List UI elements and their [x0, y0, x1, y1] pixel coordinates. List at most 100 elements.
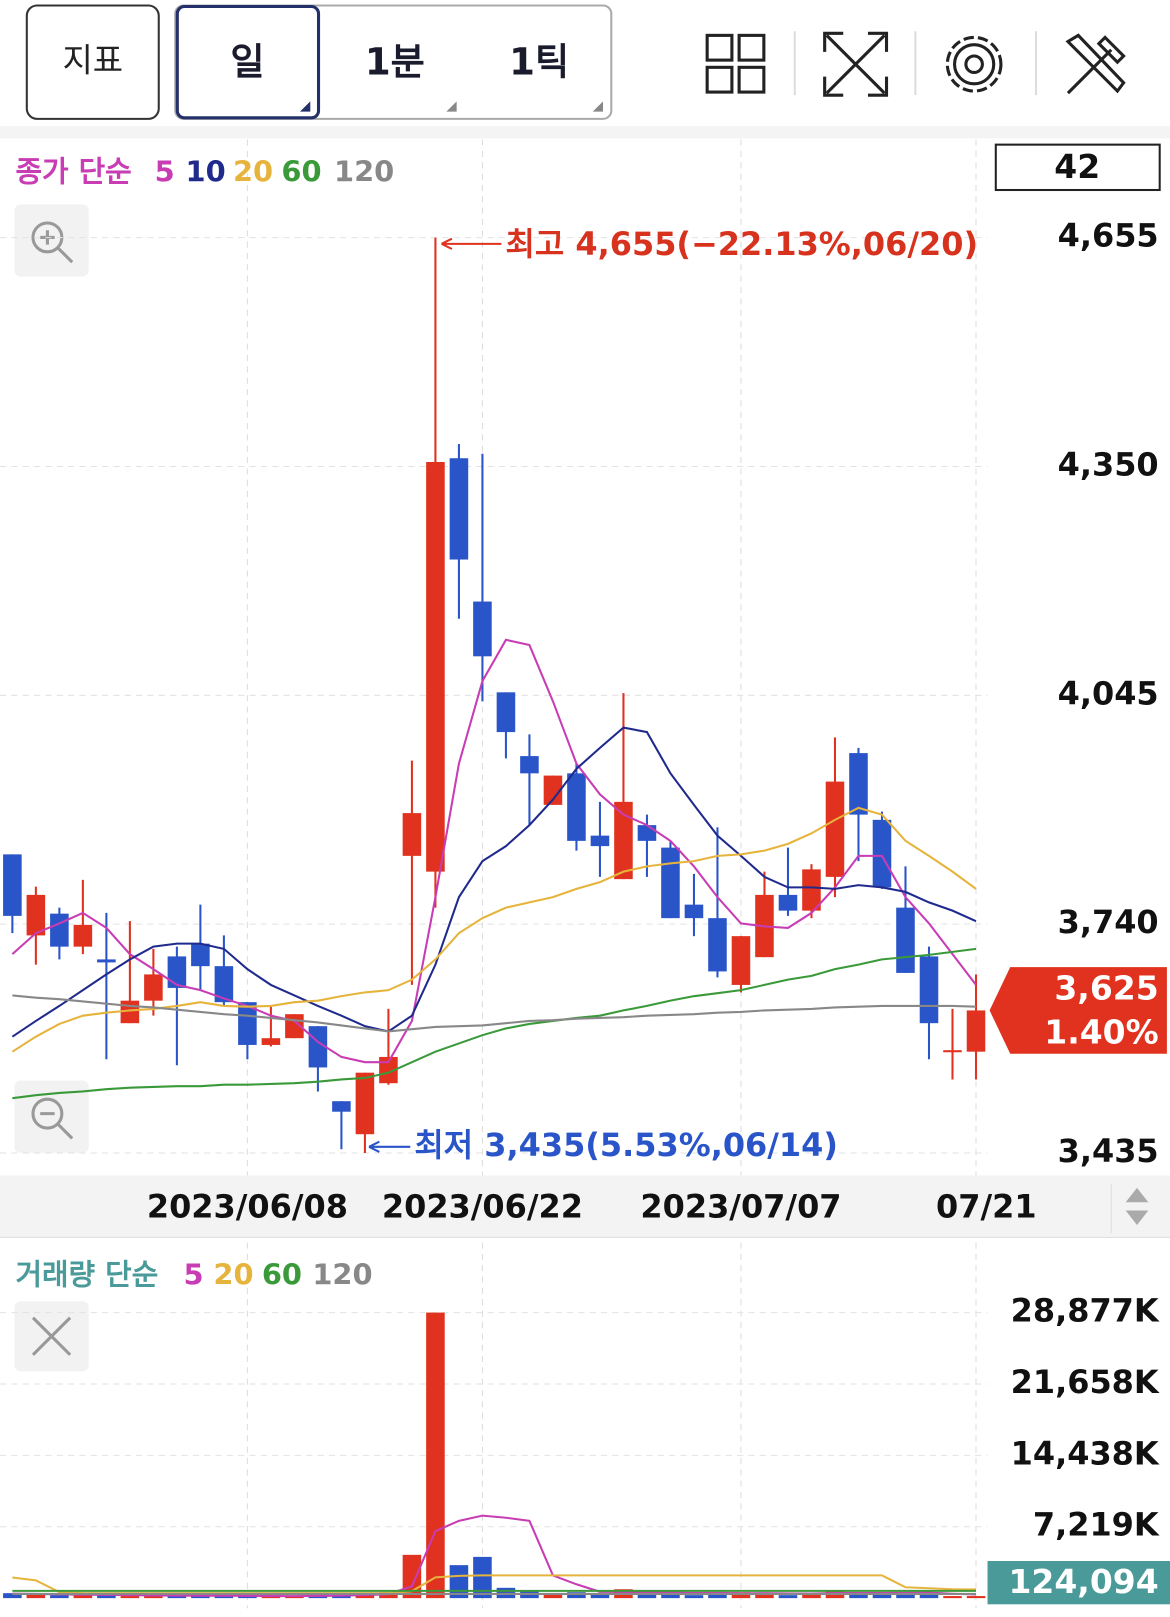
volume-bar — [214, 1596, 234, 1599]
y-tick-label: 4,045 — [1058, 674, 1159, 712]
volume-bar — [943, 1596, 962, 1599]
y-tick-label: 3,740 — [1058, 903, 1159, 941]
volume-bar — [896, 1594, 915, 1599]
candle-body — [966, 1010, 986, 1052]
volume-bar — [191, 1595, 210, 1599]
high-annotation: 최고 4,655(−22.13%,06/20) — [506, 225, 979, 263]
indicator-label: 지표 — [62, 41, 123, 80]
ma-line — [12, 947, 977, 1100]
volume-bar — [755, 1593, 774, 1599]
candle-body — [661, 847, 680, 919]
period-label[interactable]: 1분 — [365, 41, 425, 84]
legend-entry: 20 — [233, 155, 273, 189]
layout-icon[interactable] — [705, 33, 766, 94]
high-arrow — [441, 237, 502, 250]
volume-bar — [590, 1594, 610, 1599]
candle-body — [3, 854, 22, 916]
volume-badge — [987, 1561, 1170, 1605]
count-box — [994, 143, 1161, 192]
volume-bar — [778, 1595, 798, 1599]
volume-bar — [872, 1593, 892, 1599]
ma-line — [12, 994, 977, 1033]
candle-body — [214, 966, 234, 1003]
candle-body — [543, 775, 563, 805]
candle-body — [426, 461, 445, 872]
volume-bar — [144, 1595, 163, 1599]
candle-body — [614, 801, 633, 880]
volume-bar — [26, 1594, 46, 1599]
candle-body — [731, 936, 751, 985]
x-tick-label: 2023/06/08 — [147, 1187, 348, 1225]
volume-bar — [919, 1593, 939, 1599]
volume-bar — [3, 1593, 22, 1599]
candle-body — [778, 894, 798, 911]
volume-bar — [966, 1596, 986, 1599]
y-tick-label: 4,655 — [1058, 217, 1159, 255]
candle-body — [802, 869, 821, 911]
candle-body — [473, 601, 492, 657]
legend-entry: 120 — [334, 155, 394, 189]
period-label[interactable]: 1틱 — [509, 41, 569, 84]
count-label: 42 — [1054, 147, 1100, 186]
settings-icon[interactable] — [945, 35, 1003, 93]
volume-bar — [120, 1596, 140, 1599]
separator — [0, 126, 1170, 139]
zoom-out-button[interactable] — [14, 1080, 89, 1153]
x-tick-label: 2023/07/07 — [640, 1187, 841, 1225]
candle-body — [261, 1038, 281, 1045]
volume-bar — [50, 1595, 69, 1599]
volume-bar — [849, 1592, 868, 1599]
period-selected[interactable] — [175, 4, 321, 120]
legend-entry: 5 — [183, 1258, 203, 1292]
x-axis-band — [0, 1175, 1170, 1238]
price-badge — [989, 967, 1167, 1054]
legend-entry: 20 — [213, 1258, 253, 1292]
x-tick-label: 2023/06/22 — [382, 1187, 583, 1225]
legend-entry: 5 — [155, 155, 175, 189]
y-tick-label: 28,877K — [1011, 1292, 1160, 1330]
volume-bar — [567, 1592, 586, 1599]
change-label: 1.40% — [1044, 1013, 1158, 1052]
candle-body — [496, 692, 516, 733]
legend-entry: 60 — [281, 155, 321, 189]
candle-body — [520, 756, 539, 774]
legend-title: 거래량 단순 — [15, 1258, 158, 1292]
close-volume-button[interactable] — [14, 1301, 89, 1372]
tools-icon[interactable] — [1065, 33, 1126, 95]
x-tick-label: 07/21 — [936, 1187, 1037, 1225]
period-label[interactable]: 일 — [230, 41, 264, 84]
legend-entry: 10 — [186, 155, 226, 189]
candle-body — [379, 1056, 398, 1084]
volume-bar — [97, 1595, 116, 1599]
legend-title: 종가 단순 — [15, 155, 131, 189]
ma-line — [11, 806, 977, 1053]
candle-body — [684, 904, 704, 919]
y-tick-label: 4,350 — [1058, 445, 1159, 483]
indicator-button[interactable] — [25, 4, 160, 120]
candle-body — [872, 819, 892, 888]
candle-body — [567, 773, 586, 841]
candle-body — [191, 943, 210, 967]
volume-bar — [708, 1593, 727, 1599]
y-tick-label: 21,658K — [1011, 1363, 1160, 1401]
candle-body — [50, 913, 69, 947]
volume-bar — [167, 1596, 187, 1599]
candle-body — [402, 813, 422, 856]
zoom-in-button[interactable] — [14, 204, 89, 277]
candle-body — [590, 835, 610, 847]
ma-line — [11, 638, 977, 1064]
candle-body — [332, 1101, 351, 1112]
volume-bar — [684, 1595, 704, 1599]
scroll-arrows[interactable] — [1110, 1183, 1149, 1234]
candle-body — [708, 918, 727, 972]
legend-entry: 120 — [312, 1258, 372, 1292]
volume-badge-label: 124,094 — [1008, 1562, 1158, 1601]
toolbar: 지표 일 1분 1틱 — [25, 4, 1126, 120]
low-annotation: 최저 3,435(5.53%,06/14) — [414, 1126, 838, 1164]
candle-body — [825, 781, 845, 877]
ma-line — [11, 726, 977, 1038]
y-tick-label: 14,438K — [1011, 1434, 1160, 1472]
volume-bar — [731, 1592, 751, 1599]
fullscreen-icon[interactable] — [823, 31, 889, 97]
volume-bar — [637, 1594, 657, 1599]
